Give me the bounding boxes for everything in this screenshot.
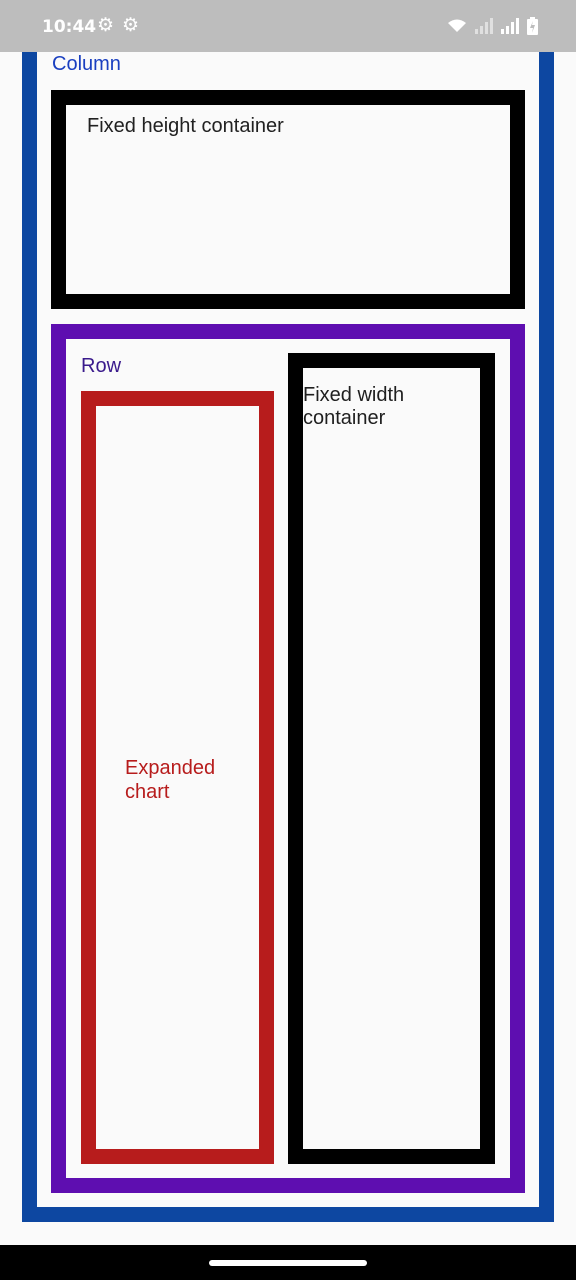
wifi-icon [448,19,466,32]
fixed-width-label: Fixed width container [303,384,405,429]
status-time: 10:44 [42,17,97,37]
status-icons [447,17,538,35]
home-gesture-handle[interactable] [209,1260,367,1266]
settings-gear-icon: ⚙ [122,15,140,36]
fixed-width-container [288,353,495,1164]
column-label: Column [52,53,121,75]
expanded-chart-label: Expanded chart [125,757,216,803]
fixed-height-container [51,90,525,309]
signal-icon [475,18,493,34]
expanded-chart-container [81,391,274,1164]
status-bar: 10:44 ⚙ ⚙ [0,0,576,52]
settings-gear-icon: ⚙ [97,15,115,36]
signal-icon [501,18,519,34]
fixed-height-label: Fixed height container [87,115,284,137]
row-label: Row [81,355,122,377]
row-container [51,324,525,1193]
battery-icon [527,17,538,35]
